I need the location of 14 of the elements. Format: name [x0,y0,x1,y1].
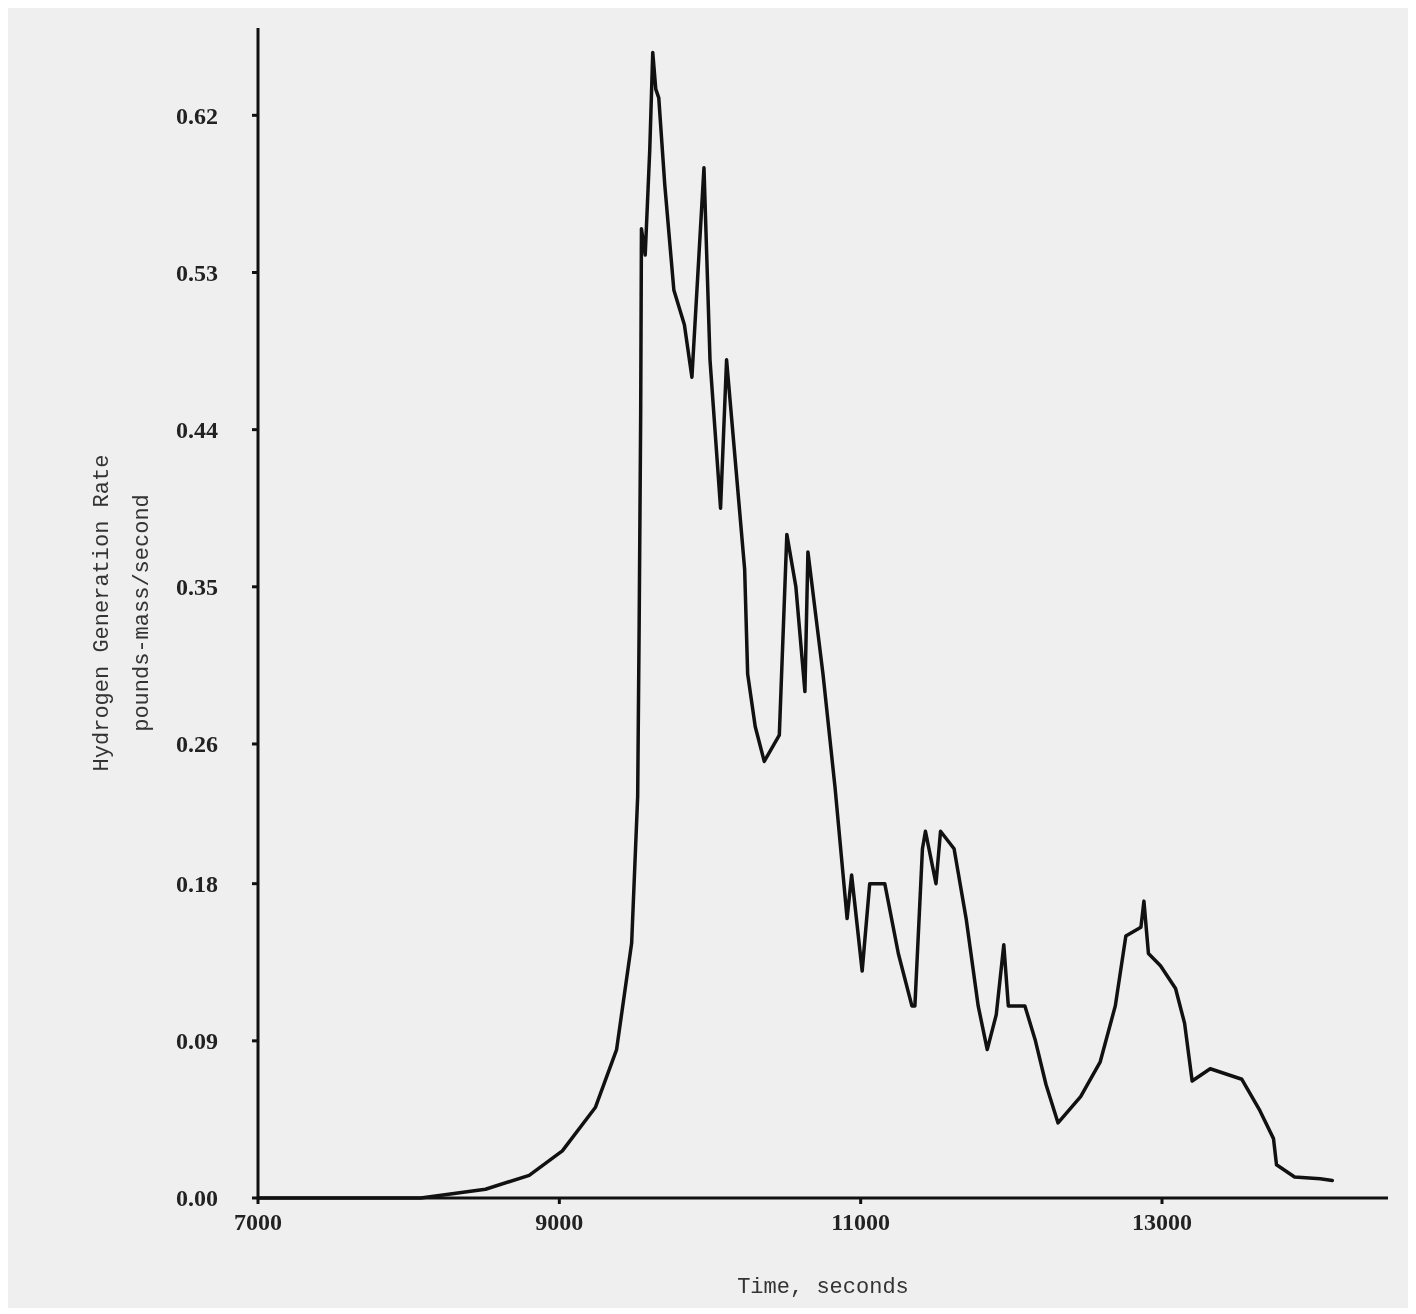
x-axis-title: Time, seconds [737,1275,909,1300]
y-tick-label: 0.26 [176,731,218,758]
x-tick-label: 9000 [535,1209,584,1235]
y-tick-label: 0.44 [176,417,218,444]
x-tick-label: 13000 [1132,1209,1192,1235]
y-tick-label: 0.18 [176,871,218,898]
y-tick-label: 0.62 [176,102,218,129]
x-tick-label: 11000 [831,1209,891,1235]
y-tick-label: 0.09 [176,1028,218,1055]
y-axis-title: Hydrogen Generation Rate pounds-mass/second [90,454,155,772]
y-tick-label: 0.53 [176,259,218,286]
x-tick-label: 7000 [234,1209,282,1235]
y-tick-label: 0.00 [176,1185,218,1212]
y-tick-label: 0.35 [176,574,218,601]
